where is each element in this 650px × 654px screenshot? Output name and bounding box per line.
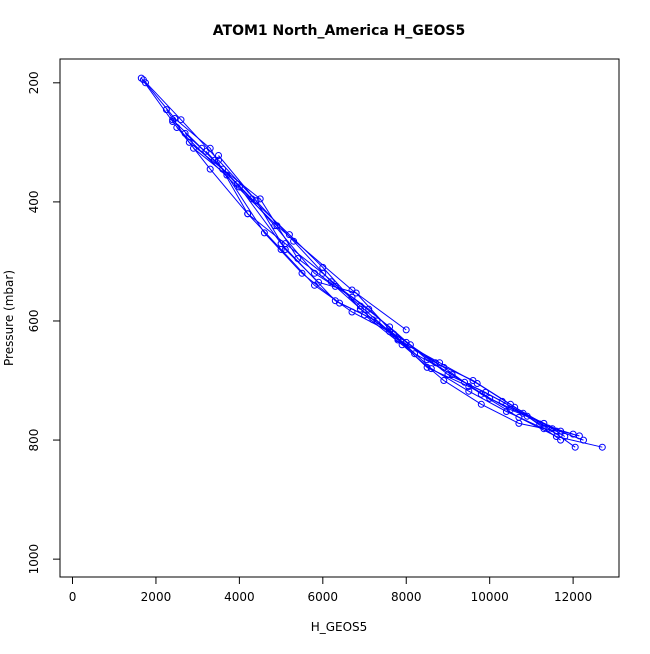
y-axis: 200 400 600 800 1000 <box>27 71 61 575</box>
y-tick-label: 800 <box>27 429 41 452</box>
x-tick-label: 6000 <box>308 590 339 604</box>
data-point <box>465 387 473 395</box>
data-point <box>423 356 431 364</box>
data-point <box>252 197 260 205</box>
x-tick-label: 12000 <box>554 590 592 604</box>
data-point <box>423 363 431 371</box>
data-point <box>507 406 514 414</box>
data-point <box>311 281 318 289</box>
x-axis: 0 2000 4000 6000 8000 10000 12000 <box>69 576 592 604</box>
series-line-8 <box>140 77 566 437</box>
y-tick-label: 1000 <box>27 544 41 575</box>
x-tick-label: 8000 <box>391 590 422 604</box>
data-point <box>394 336 402 344</box>
data-point <box>571 443 579 451</box>
data-point <box>348 286 356 294</box>
data-point <box>523 412 531 420</box>
x-tick-label: 10000 <box>471 590 509 604</box>
data-point <box>277 246 285 253</box>
data-point <box>137 74 145 82</box>
data-point <box>281 246 289 253</box>
series-layer <box>137 74 606 451</box>
data-point <box>271 222 279 230</box>
data-point <box>235 183 243 191</box>
data-point <box>411 350 419 358</box>
data-point <box>223 171 231 179</box>
data-point <box>477 400 485 408</box>
data-point <box>206 165 214 173</box>
y-tick-label: 600 <box>27 310 41 333</box>
data-point <box>473 380 481 387</box>
data-point <box>461 378 469 386</box>
data-point <box>486 394 494 402</box>
series-line-4 <box>184 133 584 441</box>
x-tick-label: 4000 <box>224 590 255 604</box>
data-point <box>561 433 569 440</box>
data-point <box>348 308 356 316</box>
data-point <box>465 383 473 390</box>
data-point <box>169 118 177 125</box>
data-point <box>552 427 560 435</box>
series-line-2 <box>165 109 580 437</box>
series-line-5 <box>193 147 561 441</box>
data-point <box>448 371 456 379</box>
x-axis-label: H_GEOS5 <box>311 620 368 634</box>
data-point <box>569 430 577 438</box>
series-line-0 <box>143 79 603 448</box>
data-point <box>177 116 185 124</box>
y-tick-label: 200 <box>27 71 41 94</box>
chart-title: ATOM1 North_America H_GEOS5 <box>213 23 465 39</box>
data-point <box>436 359 444 367</box>
data-point <box>244 210 252 218</box>
data-point <box>386 328 394 336</box>
data-point <box>598 443 606 451</box>
data-point <box>210 156 218 164</box>
series-line-3 <box>172 119 574 435</box>
data-point <box>311 269 318 277</box>
data-point <box>256 195 264 203</box>
data-point <box>215 152 222 159</box>
series-line-6 <box>205 150 557 432</box>
data-point <box>515 419 523 427</box>
data-point <box>298 269 306 277</box>
data-point <box>540 419 548 427</box>
data-point <box>402 326 410 334</box>
data-point <box>580 436 587 444</box>
x-tick-label: 0 <box>69 590 77 604</box>
data-point <box>173 124 181 131</box>
data-point <box>427 365 435 373</box>
y-tick-label: 400 <box>27 190 41 213</box>
y-axis-label: Pressure (mbar) <box>2 270 16 366</box>
data-point <box>260 229 268 237</box>
data-point <box>502 408 510 415</box>
series-line-9 <box>176 127 407 331</box>
data-point <box>331 297 339 305</box>
data-point <box>373 317 381 325</box>
series-line-1 <box>145 82 576 448</box>
data-point <box>142 79 149 87</box>
x-tick-label: 2000 <box>141 590 172 604</box>
data-point <box>356 305 364 313</box>
data-point <box>202 147 210 155</box>
plot-frame <box>59 58 620 578</box>
data-point <box>557 436 565 444</box>
data-point <box>273 222 281 230</box>
data-point <box>540 425 548 433</box>
data-point <box>190 144 197 152</box>
series-line-7 <box>218 155 545 430</box>
data-point <box>440 377 448 384</box>
data-point <box>285 231 293 239</box>
